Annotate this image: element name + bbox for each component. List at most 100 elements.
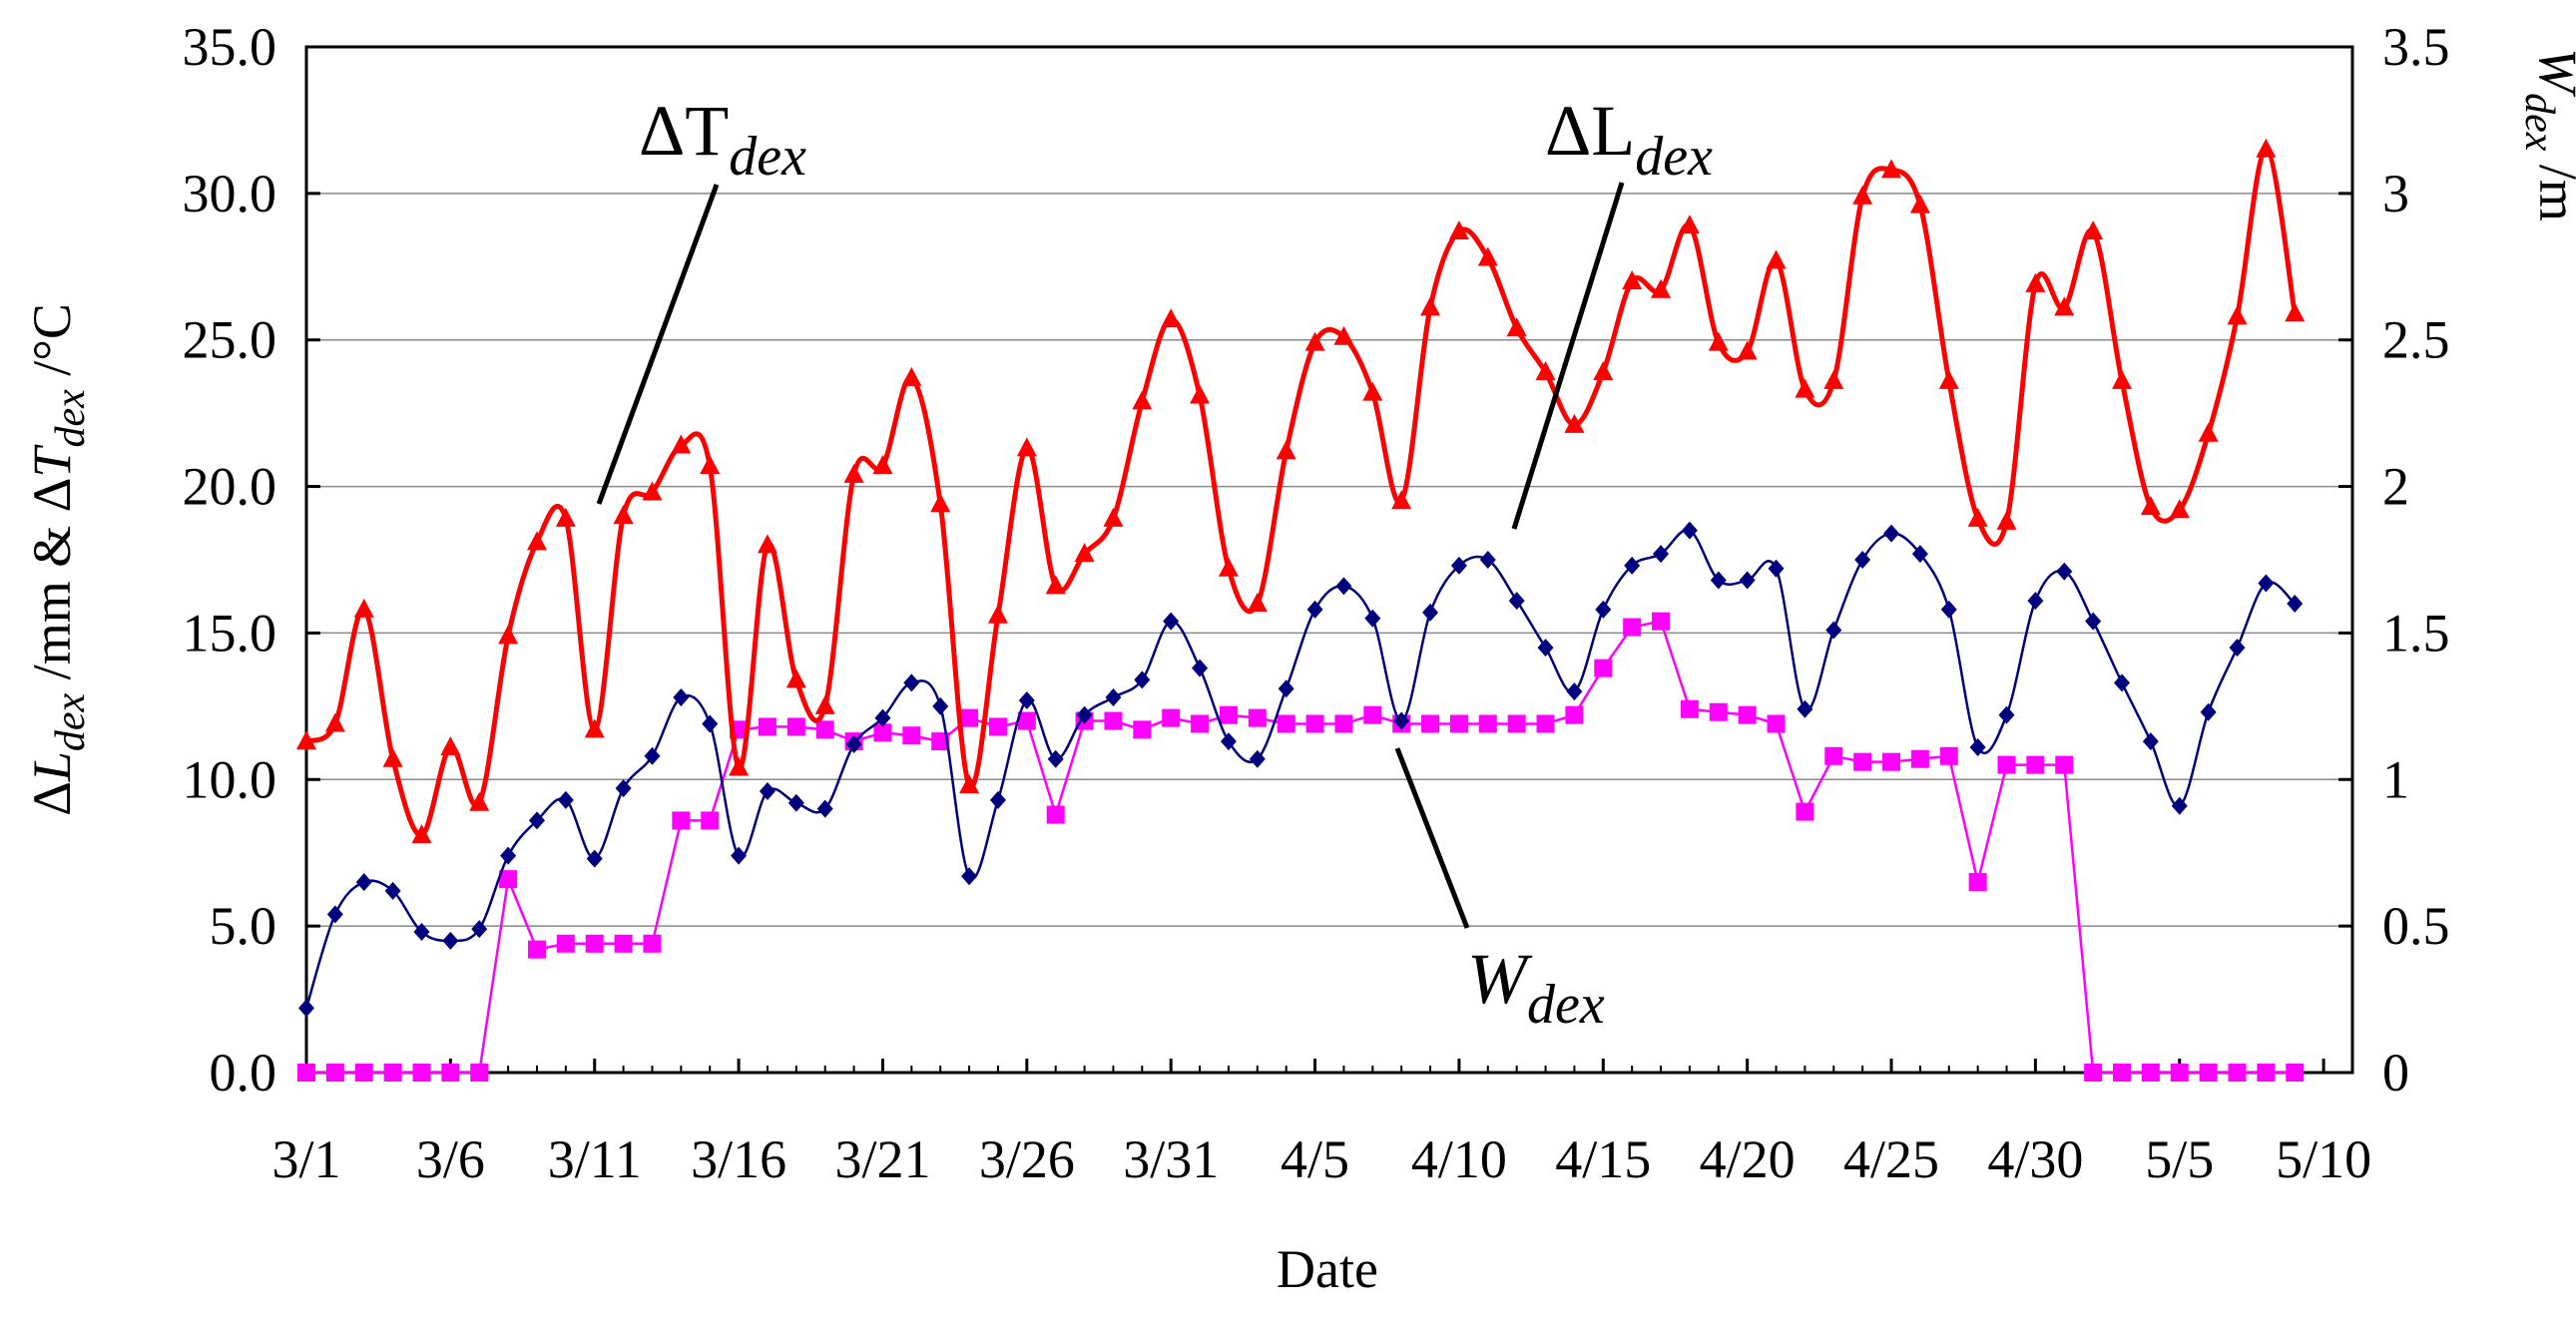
data-point <box>1305 714 1324 733</box>
data-point <box>1969 737 1986 756</box>
data-point <box>1362 381 1383 401</box>
data-point <box>1249 749 1266 768</box>
data-point <box>1192 659 1209 677</box>
x-tick-label: 3/21 <box>834 1129 930 1189</box>
data-point <box>1163 612 1180 631</box>
data-point <box>2083 220 2104 240</box>
data-point <box>1938 369 1959 389</box>
data-point <box>1191 714 1210 733</box>
data-point <box>1595 600 1612 619</box>
data-point <box>1304 331 1325 351</box>
data-point <box>412 1064 431 1082</box>
data-point <box>2112 369 2133 389</box>
data-point <box>1393 711 1410 730</box>
data-point <box>1391 490 1412 510</box>
data-point <box>903 673 920 692</box>
data-point <box>1507 714 1526 733</box>
data-point <box>613 504 634 524</box>
x-tick-label: 4/25 <box>1843 1129 1939 1189</box>
data-point <box>932 696 949 715</box>
data-point <box>557 790 574 809</box>
data-point <box>1045 575 1066 595</box>
data-point <box>643 934 662 953</box>
axes: 0.0 5.0 10.0 15.0 20.0 25.0 30.0 35.0 0 0.5 1 1.5 2 2… <box>183 17 2450 1189</box>
x-tick-label: 4/15 <box>1555 1129 1651 1189</box>
annotation-w: Wdex <box>1467 939 1605 1036</box>
data-point <box>1422 603 1439 622</box>
data-point <box>1824 746 1843 765</box>
y-right-tick-label: 2 <box>2382 457 2409 517</box>
data-point <box>2285 302 2306 322</box>
y-left-tick-label: 0.0 <box>210 1043 277 1102</box>
x-tick-label: 4/30 <box>1987 1129 2083 1189</box>
series-w <box>297 612 2305 1082</box>
data-point <box>584 718 605 738</box>
x-tick-label: 5/5 <box>2145 1129 2214 1189</box>
x-tick-label: 4/10 <box>1411 1129 1507 1189</box>
data-point <box>296 730 316 750</box>
data-point <box>1911 545 1928 564</box>
data-point <box>615 779 632 798</box>
data-point <box>2026 755 2045 774</box>
y-left-tick-label: 30.0 <box>183 164 277 223</box>
data-point <box>528 811 545 830</box>
data-point <box>1248 708 1267 727</box>
data-point <box>960 708 979 727</box>
data-point <box>1622 269 1643 289</box>
data-point <box>816 799 833 818</box>
data-point <box>1247 593 1268 613</box>
data-point <box>2256 138 2277 158</box>
data-point <box>1796 802 1814 821</box>
data-point <box>1479 551 1496 569</box>
data-point <box>759 782 775 801</box>
data-point <box>1967 507 1988 527</box>
data-point <box>2056 562 2073 581</box>
data-point <box>498 625 519 645</box>
data-point <box>384 881 401 900</box>
data-point <box>1623 618 1642 637</box>
data-point <box>1219 705 1238 724</box>
data-point <box>1564 413 1585 433</box>
data-point <box>2287 595 2304 614</box>
data-point <box>1566 682 1583 701</box>
data-point <box>1448 220 1469 240</box>
data-point <box>1653 545 1670 564</box>
data-point <box>326 905 343 924</box>
data-point <box>2027 592 2044 611</box>
x-tick-label: 5/10 <box>2276 1129 2371 1189</box>
data-point <box>471 920 488 939</box>
data-point <box>1190 384 1211 404</box>
y-right-tick-label: 0.5 <box>2382 896 2450 956</box>
data-point <box>961 867 978 886</box>
data-point <box>2170 1064 2189 1082</box>
data-point <box>2114 673 2131 692</box>
y-right-tick-label: 1.5 <box>2382 603 2450 662</box>
data-point <box>355 873 372 892</box>
x-tick-label: 3/31 <box>1123 1129 1219 1189</box>
y-left-tick-label: 10.0 <box>183 749 277 809</box>
data-point <box>1046 805 1065 824</box>
data-point <box>585 934 604 953</box>
data-point <box>413 923 430 942</box>
x-tick-label: 4/20 <box>1700 1129 1796 1189</box>
data-point <box>1679 215 1700 234</box>
data-point <box>441 1064 460 1082</box>
data-point <box>2055 755 2074 774</box>
data-point <box>1968 873 1987 892</box>
data-point <box>1823 369 1844 389</box>
series-line <box>306 620 2296 1075</box>
data-point <box>1768 559 1785 578</box>
data-point <box>556 934 575 953</box>
data-point <box>440 735 461 755</box>
data-point <box>2169 499 2190 519</box>
data-point <box>1853 752 1872 771</box>
data-point <box>1881 159 1902 179</box>
data-point <box>989 790 1006 809</box>
data-point <box>1708 331 1729 351</box>
data-point <box>1218 557 1239 577</box>
data-point <box>785 668 806 688</box>
data-point <box>1508 592 1525 611</box>
data-point <box>815 720 834 739</box>
data-point <box>1477 246 1498 266</box>
data-point <box>1652 612 1671 631</box>
